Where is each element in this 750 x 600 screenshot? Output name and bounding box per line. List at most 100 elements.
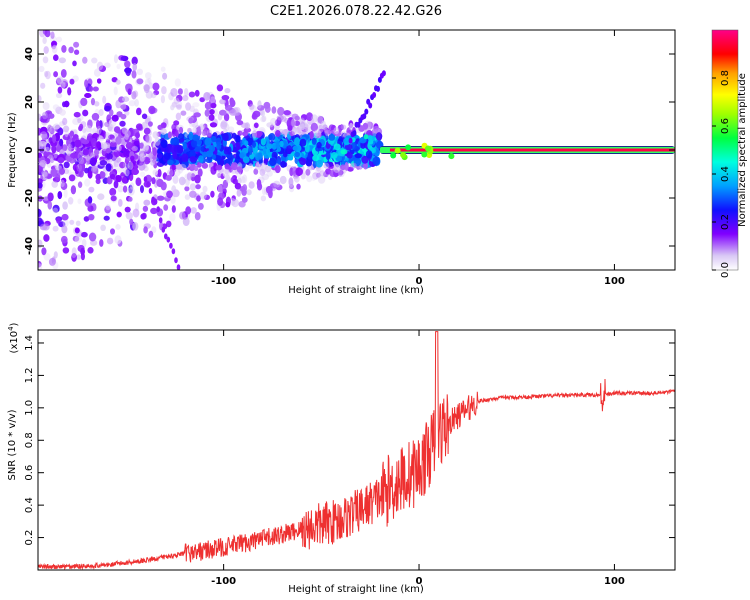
spectrogram-point: [100, 224, 106, 231]
spectrogram-point: [275, 140, 280, 150]
spectrogram-point: [174, 78, 181, 87]
spectrogram-point: [305, 159, 312, 167]
spectrogram-point: [188, 91, 196, 98]
spectrogram-point: [363, 134, 369, 140]
spectrogram-point: [321, 120, 326, 129]
spectrogram-point: [220, 158, 224, 166]
spectrogram-point: [128, 196, 133, 202]
spectrogram-point: [148, 82, 154, 89]
spectrogram-point: [229, 109, 237, 116]
spectrogram-point: [333, 127, 340, 135]
spectrogram-point: [77, 118, 82, 124]
spectrogram-xlabel: Height of straight line (km): [288, 285, 424, 296]
spectrogram-point: [127, 161, 134, 170]
spectrogram-point: [59, 121, 65, 127]
spectrogram-point: [148, 153, 154, 160]
spectrogram-point: [97, 78, 102, 84]
spectrogram-point: [152, 131, 159, 139]
spectrogram-point: [72, 118, 80, 125]
spectrogram-point: [127, 187, 135, 196]
spectrogram-point: [182, 132, 188, 140]
spectrogram-point: [294, 120, 301, 126]
spectrogram-point: [296, 125, 303, 134]
spectrogram-point: [58, 148, 64, 155]
spectrogram-point: [294, 137, 301, 147]
spectrogram-point: [161, 86, 167, 95]
colorbar: 0.0 0.2 0.4 0.6 0.8 Normalized spectral ampl…: [711, 29, 748, 278]
spectrogram-point: [288, 184, 295, 193]
spectrogram-point: [190, 139, 198, 148]
spectrogram-point: [59, 109, 66, 116]
spectrogram-point: [425, 145, 431, 152]
spectrogram-point: [58, 57, 66, 64]
spectrogram-point: [301, 126, 309, 133]
spectrogram-point: [96, 61, 104, 71]
spectrogram-point: [340, 149, 348, 155]
spectrogram-point: [377, 76, 382, 83]
snr-multiplier: (x104): [7, 322, 20, 353]
signal-band-core: [389, 148, 675, 152]
spectrogram-point: [84, 178, 91, 187]
spectrogram-point: [381, 70, 386, 77]
spectrogram-point: [330, 152, 338, 159]
spectrogram-point: [85, 125, 92, 133]
spectrogram-point: [255, 161, 261, 170]
spectrogram-point: [176, 104, 182, 110]
spectrogram-point: [132, 222, 139, 231]
spectrogram-point: [261, 187, 267, 196]
spectrogram-point: [171, 101, 178, 108]
spectrogram-point: [41, 247, 47, 256]
spectrogram-point: [72, 129, 78, 136]
spectrogram-point: [53, 251, 58, 259]
spectrogram-point: [167, 159, 174, 166]
spectrogram-point: [52, 104, 60, 111]
spectrogram-point: [160, 132, 166, 141]
spectrogram-point: [113, 54, 119, 64]
spectrogram-point: [117, 239, 123, 247]
spectrogram-point: [142, 144, 149, 152]
spectrogram-point: [38, 220, 45, 227]
spectrogram-point: [120, 102, 127, 110]
spectrogram-point: [194, 174, 201, 184]
spectrogram-point: [327, 161, 334, 167]
x-tick-label: -100: [211, 576, 236, 587]
spectrogram-point: [295, 127, 301, 136]
spectrogram-point: [225, 176, 232, 184]
spectrogram-point: [223, 113, 230, 122]
spectrogram-point: [38, 140, 43, 147]
spectrogram-point: [171, 185, 177, 194]
spectrogram-point: [115, 224, 121, 230]
spectrogram-point: [127, 88, 132, 95]
spectrogram-point: [125, 212, 133, 220]
spectrogram-point: [61, 79, 69, 87]
spectrogram-point: [113, 86, 118, 96]
spectrogram-point: [119, 161, 126, 169]
spectrogram-point: [223, 148, 229, 155]
spectrogram-point: [206, 129, 213, 137]
spectrogram-point: [100, 142, 108, 149]
spectrogram-point: [121, 176, 128, 184]
spectrogram-point: [75, 220, 81, 226]
spectrogram-point: [264, 165, 272, 173]
spectrogram-point: [141, 121, 148, 129]
spectrogram-point: [287, 125, 293, 131]
spectrogram-point: [67, 143, 73, 151]
spectrogram-point: [113, 160, 119, 168]
spectrogram-point: [175, 100, 183, 109]
spectrogram-point: [315, 159, 324, 168]
spectrogram-point: [116, 157, 122, 163]
spectrogram-point: [41, 133, 48, 141]
spectrogram-point: [59, 81, 66, 89]
spectrogram-point: [243, 127, 252, 133]
spectrogram-point: [236, 166, 242, 173]
spectrogram-point: [291, 113, 299, 120]
spectrogram-point: [152, 82, 160, 91]
spectrogram-point: [405, 144, 412, 151]
spectrogram-point: [349, 122, 354, 131]
spectrogram-point: [189, 149, 196, 158]
spectrogram-point: [61, 225, 68, 234]
spectrogram-point: [135, 132, 140, 139]
spectrogram-point: [116, 128, 121, 134]
spectrogram-point: [145, 72, 152, 80]
spectrogram-point: [179, 211, 186, 220]
